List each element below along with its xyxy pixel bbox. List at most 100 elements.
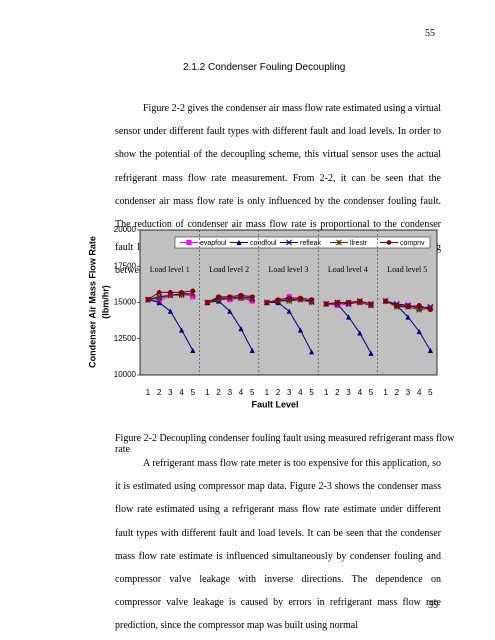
x-tick-label: 3 bbox=[406, 388, 411, 397]
data-point bbox=[264, 300, 270, 305]
data-point bbox=[179, 327, 185, 333]
legend bbox=[174, 236, 431, 249]
data-point bbox=[427, 347, 433, 353]
data-point bbox=[249, 347, 255, 353]
legend-label: refleak bbox=[300, 240, 322, 247]
data-point bbox=[238, 326, 244, 332]
data-point bbox=[249, 294, 255, 300]
y-tick-label: 20000 bbox=[114, 225, 137, 234]
y-tick-label: 15000 bbox=[114, 298, 137, 307]
data-point bbox=[179, 290, 184, 295]
x-tick-label: 5 bbox=[428, 388, 433, 397]
data-point bbox=[357, 298, 363, 304]
data-point bbox=[190, 288, 196, 294]
x-tick-label: 5 bbox=[369, 388, 374, 397]
x-tick-label: 3 bbox=[287, 388, 292, 397]
data-point bbox=[309, 297, 314, 302]
data-point bbox=[346, 314, 352, 320]
x-tick-label: 5 bbox=[309, 388, 314, 397]
x-tick-label: 1 bbox=[324, 388, 329, 397]
x-tick-label: 3 bbox=[346, 388, 351, 397]
y-tick-label: 10000 bbox=[114, 370, 137, 379]
x-axis-title: Fault Level bbox=[251, 399, 298, 409]
data-point bbox=[236, 239, 242, 246]
data-point bbox=[416, 303, 422, 308]
x-tick-label: 4 bbox=[239, 388, 244, 397]
x-tick-label: 3 bbox=[168, 388, 173, 397]
x-tick-label: 1 bbox=[265, 388, 270, 397]
section-heading: 2.1.2 Condenser Fouling Decoupling bbox=[183, 62, 346, 73]
x-tick-label: 1 bbox=[205, 388, 210, 397]
x-tick-label: 2 bbox=[216, 388, 221, 397]
data-point bbox=[298, 295, 303, 301]
data-point bbox=[346, 300, 351, 305]
x-tick-label: 1 bbox=[383, 388, 388, 397]
data-point bbox=[238, 292, 244, 298]
x-tick-label: 2 bbox=[335, 388, 340, 397]
annotation: Load level 3 bbox=[269, 265, 309, 274]
annotation: Load level 5 bbox=[387, 265, 427, 274]
y-tick-label: 17500 bbox=[114, 261, 137, 270]
data-point bbox=[428, 307, 433, 313]
data-point bbox=[386, 240, 392, 245]
data-point bbox=[205, 300, 210, 305]
chart: Fault Level Condenser Air Mass Flow Rate… bbox=[87, 225, 438, 409]
x-tick-label: 4 bbox=[179, 388, 184, 397]
data-point bbox=[405, 314, 411, 320]
figure-caption: Figure 2-2 Decoupling condenser fouling … bbox=[115, 433, 455, 455]
data-point bbox=[227, 308, 233, 314]
x-tick-label: 4 bbox=[417, 388, 422, 397]
y-axis-title: Condenser Air Mass Flow Rate bbox=[87, 236, 97, 368]
data-point bbox=[168, 290, 173, 295]
x-tick-label: 5 bbox=[191, 388, 196, 397]
data-point bbox=[156, 295, 163, 302]
data-point bbox=[309, 349, 315, 355]
data-point bbox=[394, 303, 400, 308]
legend-label: evapfoul bbox=[200, 240, 227, 247]
y-axis-title: (lbm/hr) bbox=[100, 285, 110, 319]
legend-label: condfoul bbox=[250, 240, 277, 247]
data-point bbox=[227, 294, 233, 300]
data-point bbox=[286, 295, 292, 301]
data-point bbox=[216, 294, 221, 300]
annotation: Load level 1 bbox=[150, 265, 190, 274]
x-tick-label: 2 bbox=[276, 388, 281, 397]
data-point bbox=[357, 330, 363, 336]
paragraph: A refrigerant mass flow rate meter is to… bbox=[115, 458, 441, 632]
data-point bbox=[405, 304, 411, 310]
data-point bbox=[336, 239, 342, 246]
x-tick-label: 5 bbox=[250, 388, 255, 397]
x-tick-label: 2 bbox=[395, 388, 400, 397]
data-point bbox=[297, 327, 303, 333]
legend-label: compnv bbox=[400, 240, 425, 247]
legend-label: llrestr bbox=[350, 240, 368, 247]
data-point bbox=[368, 350, 374, 356]
data-point bbox=[335, 300, 340, 305]
data-point bbox=[286, 239, 292, 246]
page-number: 55 bbox=[425, 28, 435, 39]
data-point bbox=[368, 301, 374, 307]
data-point bbox=[286, 308, 292, 314]
x-tick-label: 4 bbox=[358, 388, 363, 397]
data-point bbox=[156, 290, 162, 295]
data-point bbox=[383, 298, 388, 304]
data-point bbox=[275, 297, 281, 302]
data-point bbox=[186, 239, 192, 246]
y-tick-label: 12500 bbox=[114, 334, 137, 343]
data-point bbox=[190, 294, 196, 300]
x-tick-label: 1 bbox=[146, 388, 151, 397]
data-point bbox=[167, 308, 173, 314]
data-point bbox=[416, 306, 423, 313]
page-number: 55 bbox=[428, 600, 438, 611]
x-tick-label: 3 bbox=[228, 388, 233, 397]
data-point bbox=[323, 301, 329, 307]
annotation: Load level 4 bbox=[328, 265, 368, 274]
data-point bbox=[145, 297, 151, 302]
x-tick-label: 4 bbox=[298, 388, 303, 397]
annotation: Load level 2 bbox=[209, 265, 249, 274]
data-point bbox=[190, 347, 196, 353]
data-point bbox=[156, 299, 162, 306]
data-point bbox=[416, 328, 422, 335]
x-tick-label: 2 bbox=[157, 388, 162, 397]
